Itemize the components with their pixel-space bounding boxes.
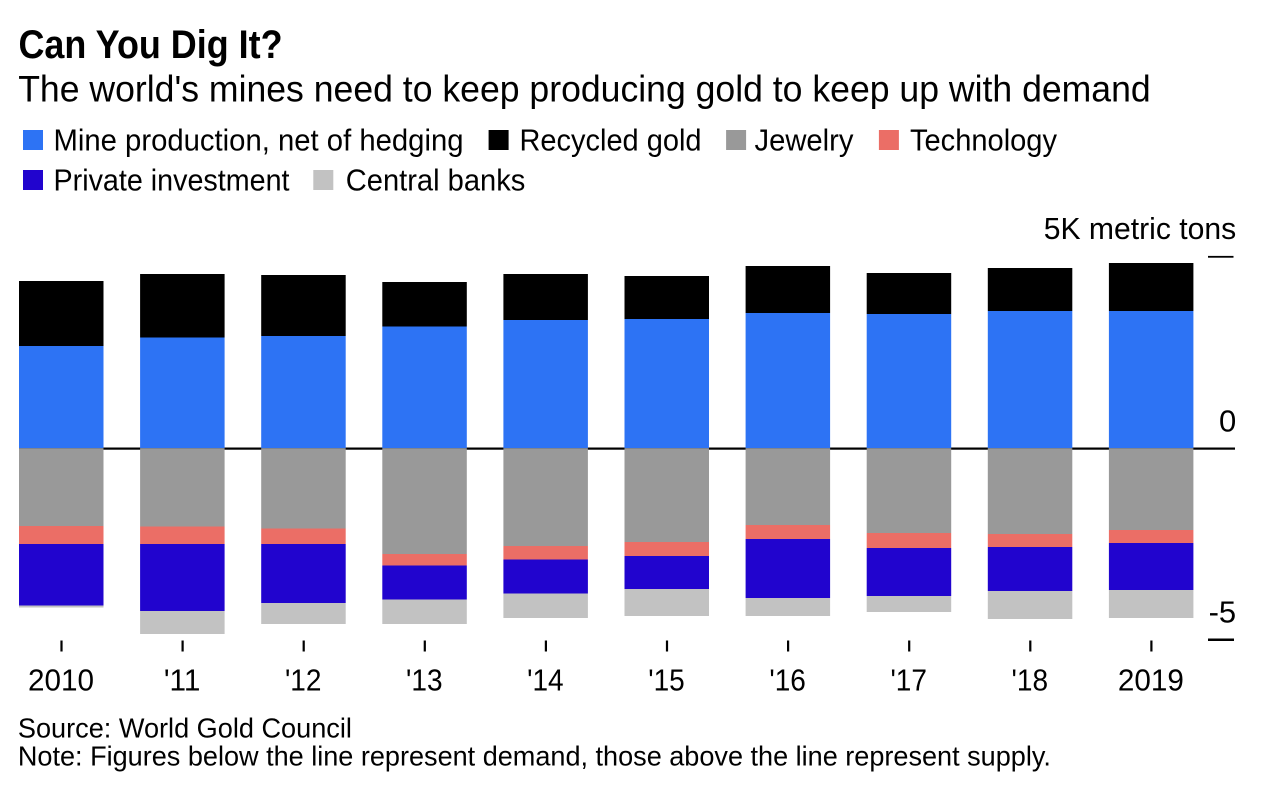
svg-text:5K metric tons: 5K metric tons [1044, 211, 1237, 246]
svg-text:'15: '15 [648, 663, 685, 698]
svg-text:'11: '11 [164, 663, 201, 698]
svg-text:Source: World Gold Council: Source: World Gold Council [18, 713, 352, 744]
svg-text:Mine production, net of hedgin: Mine production, net of hedging [54, 122, 464, 157]
svg-text:'12: '12 [285, 663, 322, 698]
svg-text:2010: 2010 [28, 663, 94, 698]
svg-text:Private investment: Private investment [54, 162, 290, 197]
svg-text:Recycled gold: Recycled gold [520, 122, 702, 157]
svg-text:Technology: Technology [910, 122, 1057, 157]
svg-text:The world's mines need to keep: The world's mines need to keep producing… [18, 69, 1151, 110]
svg-text:2019: 2019 [1118, 663, 1184, 698]
svg-text:'16: '16 [769, 663, 806, 698]
svg-text:0: 0 [1219, 403, 1236, 438]
svg-text:'13: '13 [406, 663, 443, 698]
svg-text:-5: -5 [1209, 594, 1237, 629]
svg-text:Can You Dig It?: Can You Dig It? [19, 23, 283, 67]
svg-text:Jewelry: Jewelry [755, 122, 854, 157]
svg-text:Central banks: Central banks [346, 162, 526, 197]
svg-text:'18: '18 [1012, 663, 1049, 698]
svg-text:Note: Figures below the line r: Note: Figures below the line represent d… [18, 741, 1051, 772]
svg-text:'14: '14 [527, 663, 564, 698]
svg-text:'17: '17 [890, 663, 927, 698]
